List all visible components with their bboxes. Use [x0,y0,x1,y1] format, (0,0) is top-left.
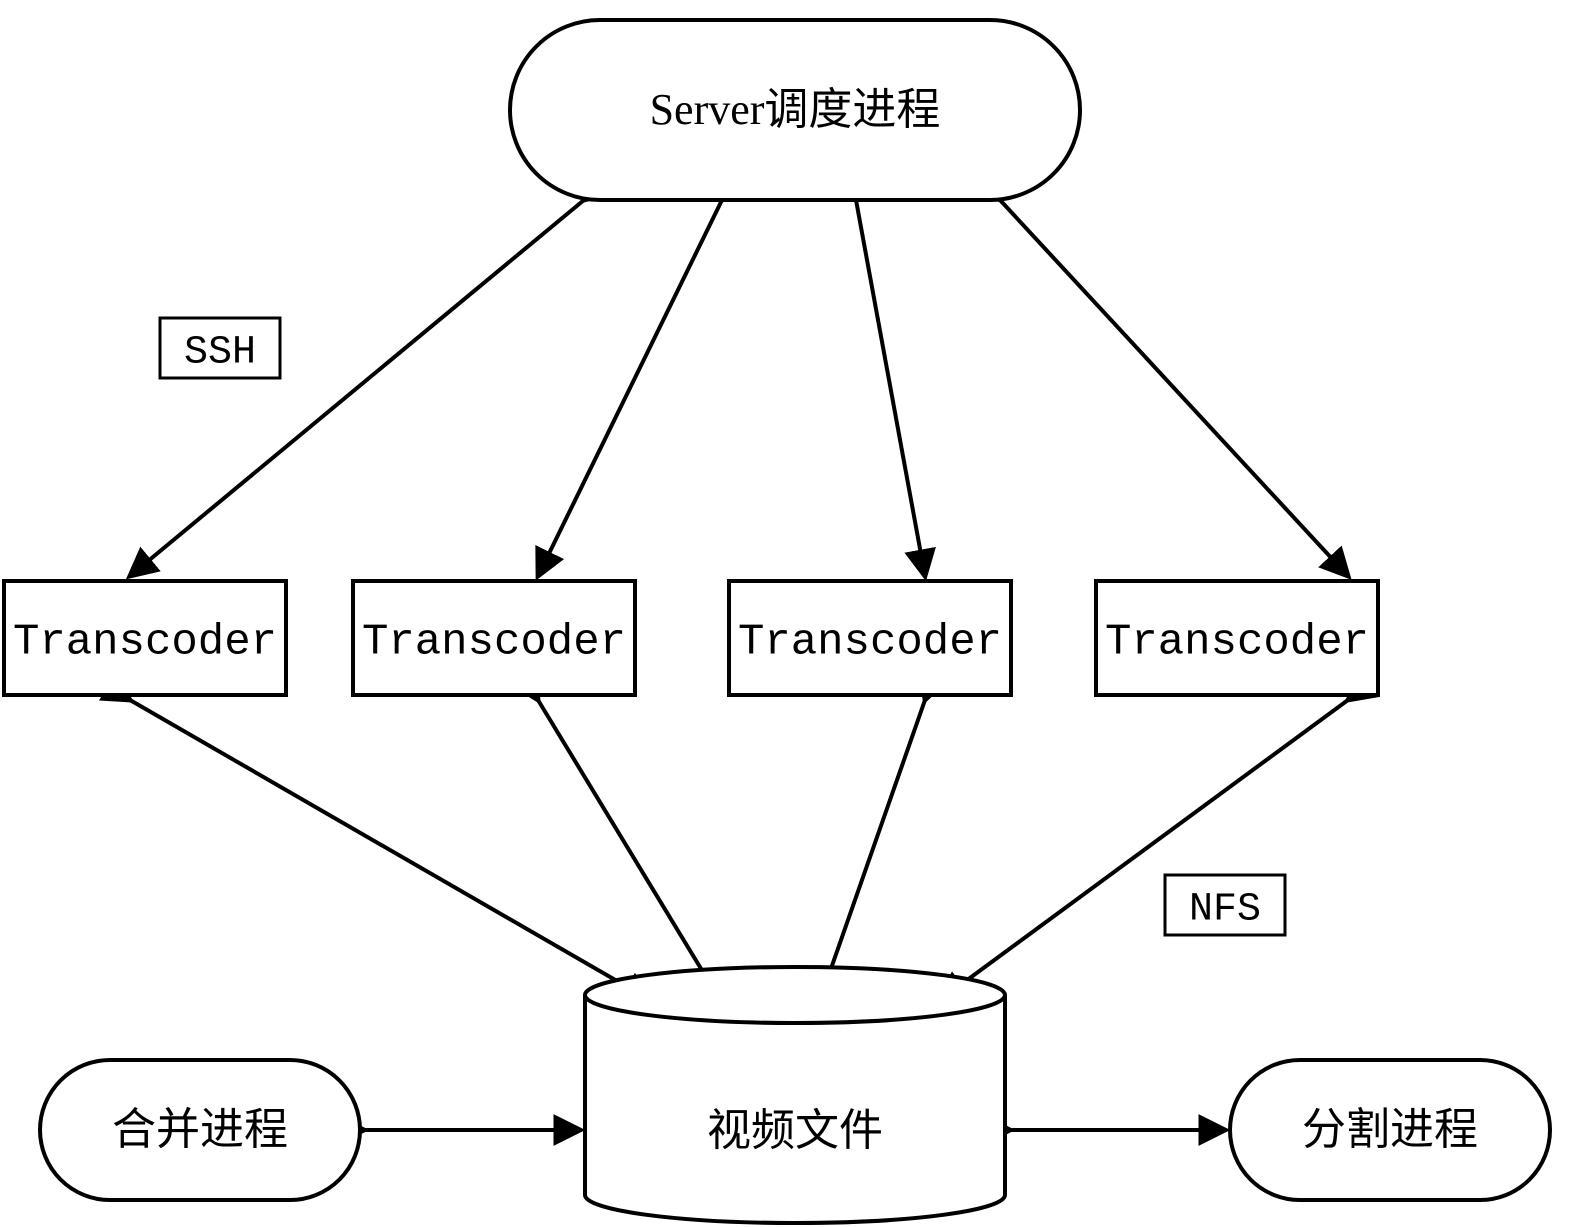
node-merge_process: 合并进程 [40,1060,360,1200]
node-nfs_label: NFS [1165,875,1285,935]
node-label-server: Server调度进程 [650,85,941,134]
node-label-video_file: 视频文件 [707,1106,883,1155]
node-transcoder1: Transcoder [4,581,286,695]
edge-transcoder1-video_file [130,700,650,1000]
node-label-transcoder2: Transcoder [362,618,626,668]
edge-transcoder3-video_file [820,700,925,1000]
edge-server-transcoder2 [538,200,722,576]
node-server: Server调度进程 [510,20,1080,200]
edge-server-transcoder4 [1000,200,1348,576]
node-transcoder2: Transcoder [353,581,635,695]
node-label-merge_process: 合并进程 [112,1105,288,1154]
architecture-diagram: Server调度进程 Transcoder Transcoder Transcoder… [0,0,1590,1227]
node-video_file: 视频文件 [585,967,1005,1223]
node-label-transcoder1: Transcoder [13,618,277,668]
node-label-transcoder4: Transcoder [1105,618,1369,668]
node-transcoder4: Transcoder [1096,581,1378,695]
edge-transcoder4-video_file [940,700,1348,1000]
node-ssh_label: SSH [160,318,280,378]
edge-server-transcoder1 [130,200,584,576]
node-label-transcoder3: Transcoder [738,618,1002,668]
node-label-split_process: 分割进程 [1302,1105,1478,1154]
edge-transcoder2-video_file [538,700,720,1000]
node-split_process: 分割进程 [1230,1060,1550,1200]
edge-server-transcoder3 [856,200,925,576]
label-ssh_label: SSH [184,331,256,376]
label-nfs_label: NFS [1189,888,1261,933]
node-transcoder3: Transcoder [729,581,1011,695]
